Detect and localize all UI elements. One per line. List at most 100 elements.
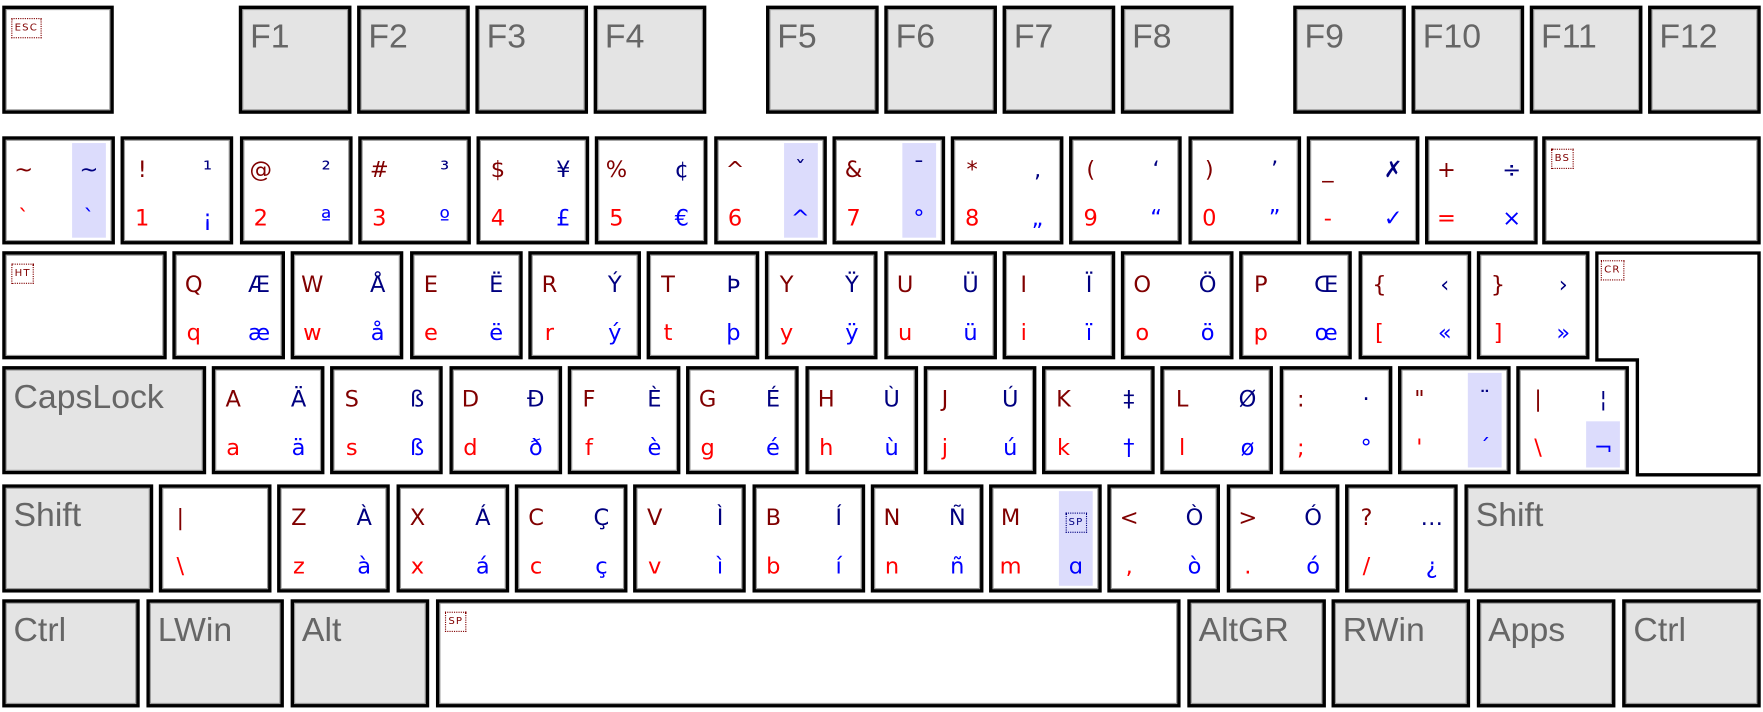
key-symbol[interactable]: + ÷ = × <box>1425 136 1538 245</box>
key-sp[interactable]: SP <box>435 599 1181 708</box>
shift-char: V <box>646 503 663 531</box>
key-symbol[interactable]: {‹ [« <box>1357 251 1471 360</box>
key-lwin[interactable]: LWin <box>146 599 284 708</box>
altgr-char: ú <box>1003 433 1018 461</box>
key-shift[interactable]: Shift <box>2 484 154 593</box>
key-3[interactable]: # ³ 3 º <box>357 136 471 245</box>
key-symbol[interactable]: | ¦ \ ¬ <box>1516 366 1630 475</box>
key-label: Shift <box>1475 496 1544 534</box>
key-8[interactable]: * ‚ 8 „ <box>950 136 1064 245</box>
altgr-char: ¬ <box>1593 433 1613 461</box>
key-f7[interactable]: F7 <box>1002 5 1116 114</box>
base-char: 4 <box>490 203 506 231</box>
key-symbol[interactable]: } ›] » <box>1476 251 1590 360</box>
altgr-char: × <box>1502 203 1522 231</box>
space-symbol-boxed: SP <box>1065 512 1087 533</box>
key-k[interactable]: K ‡ k † <box>1042 366 1155 475</box>
key-1[interactable]: ! ¹ 1 ¡ <box>120 136 234 245</box>
shift-char: | <box>1534 385 1542 413</box>
shift-char: G <box>698 385 717 413</box>
altgr-char: ð <box>528 433 543 461</box>
key-6[interactable]: ^ ˇ 6 ^ <box>713 136 827 245</box>
base-char: 6 <box>727 203 743 231</box>
altgr-shift-char: ÷ <box>1502 155 1522 183</box>
base-char: = <box>1436 203 1456 231</box>
key-symbol[interactable]: ? … / ¿ <box>1345 484 1458 593</box>
key-symbol[interactable]: _ ✗ - ✓ <box>1306 136 1420 245</box>
key-f12[interactable]: F12 <box>1648 5 1761 114</box>
shift-char: C <box>528 503 544 531</box>
key-symbol[interactable]: " ¨ ' ´ <box>1397 366 1511 475</box>
key-alt[interactable]: Alt <box>290 599 430 708</box>
key-esc[interactable]: ESC <box>2 5 114 114</box>
base-char: m <box>999 551 1022 580</box>
key-f3[interactable]: F3 <box>475 5 589 114</box>
altgr-char: ¿ <box>1425 551 1438 580</box>
key-f5[interactable]: F5 <box>766 5 879 114</box>
key-f11[interactable]: F11 <box>1529 5 1643 114</box>
key-apps[interactable]: Apps <box>1476 599 1616 708</box>
key-symbol[interactable]: ~ ~ ` ` <box>2 136 115 245</box>
key-rwin[interactable]: RWin <box>1331 599 1471 708</box>
altgr-char: € <box>674 203 689 231</box>
key-4[interactable]: $ ¥4 £ <box>476 136 590 245</box>
key-f10[interactable]: F10 <box>1411 5 1525 114</box>
key-ctrl[interactable]: Ctrl <box>2 599 140 708</box>
key-ht[interactable]: HT <box>2 251 167 360</box>
key-f6[interactable]: F6 <box>884 5 997 114</box>
key-f2[interactable]: F2 <box>357 5 470 114</box>
key-f4[interactable]: F4 <box>593 5 707 114</box>
key-2[interactable]: @ ² 2 ª <box>239 136 353 245</box>
key-bs[interactable]: BS <box>1542 136 1761 245</box>
base-char: e <box>423 318 438 346</box>
key-5[interactable]: % ¢ 5 € <box>595 136 708 245</box>
altgr-char: è <box>647 433 662 461</box>
base-char: 0 <box>1202 203 1217 231</box>
key-0[interactable]: ) ’ 0 ” <box>1187 136 1301 245</box>
shift-char: : <box>1296 385 1305 413</box>
key-m[interactable]: M SP m ɑ <box>989 484 1102 593</box>
key-symbol[interactable]: : ·; ° <box>1279 366 1393 475</box>
key-f8[interactable]: F8 <box>1120 5 1234 114</box>
key-ctrl[interactable]: Ctrl <box>1622 599 1761 708</box>
key-f9[interactable]: F9 <box>1293 5 1406 114</box>
key-symbol[interactable]: | \ <box>158 484 272 593</box>
altgr-char: « <box>1437 318 1452 346</box>
key-symbol[interactable]: > Ó. ó <box>1226 484 1340 593</box>
key-7[interactable]: & ¯ 7 ° <box>832 136 945 245</box>
altgr-shift-char: ß <box>410 385 425 413</box>
key-cr[interactable]: CR <box>1595 251 1761 477</box>
key-f1[interactable]: F1 <box>238 5 352 114</box>
key-9[interactable]: (‘ 9 “ <box>1069 136 1182 245</box>
key-altgr[interactable]: AltGR <box>1187 599 1326 708</box>
key-capslock[interactable]: CapsLock <box>2 366 207 475</box>
altgr-char: æ <box>248 318 271 346</box>
key-shift[interactable]: Shift <box>1464 484 1761 593</box>
dead-key-highlight <box>902 143 936 238</box>
key-symbol[interactable]: < Ò, ò <box>1107 484 1221 593</box>
